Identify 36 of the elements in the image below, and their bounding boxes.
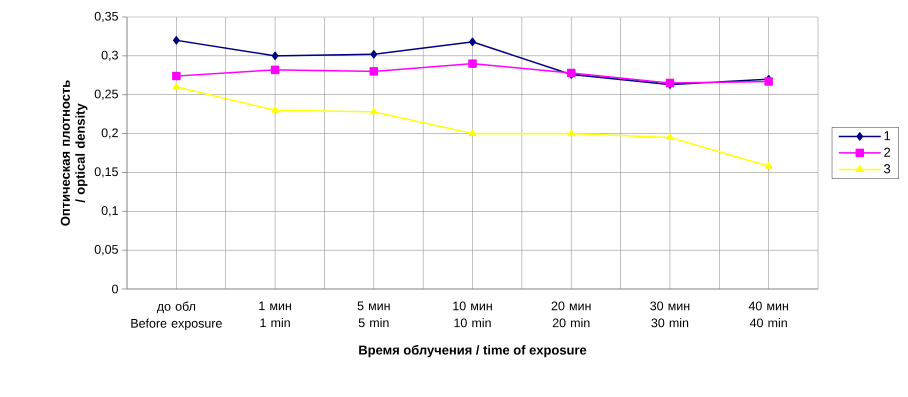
y-tick-label: 0,1	[102, 206, 118, 216]
point	[666, 133, 674, 140]
point	[370, 50, 378, 59]
x-tick-label: 30 мин 30 min	[650, 302, 690, 328]
point	[172, 72, 181, 80]
point	[272, 52, 278, 60]
x-tick-label: 1 мин 1 min	[259, 302, 291, 328]
y-tick-label: 0,25	[94, 90, 118, 100]
y-axis-title: Оптическая плотность / optical density	[60, 80, 88, 226]
x-tick-label: 40 мин 40 min	[748, 302, 788, 328]
x-tick-label: до обл Before exposure	[131, 302, 222, 330]
x-axis-title: Время облучения / time of exposure	[359, 345, 586, 358]
point	[469, 38, 476, 46]
point	[567, 129, 576, 136]
point	[370, 67, 378, 76]
x-tick-label: 20 мин 20 min	[552, 302, 591, 328]
y-tick-label: 0,3	[102, 50, 118, 62]
y-tick-label: 0,05	[94, 245, 118, 256]
point	[172, 36, 180, 45]
point	[270, 66, 280, 74]
y-tick-label: 0,2	[102, 128, 118, 139]
point	[172, 82, 180, 90]
point	[271, 106, 279, 113]
x-tick-label: 10 мин 10 min	[453, 302, 492, 328]
point	[764, 162, 772, 169]
legend-label: 2	[884, 148, 890, 157]
point	[370, 108, 378, 114]
x-tick-label: 5 мин 5 min	[358, 302, 390, 328]
y-tick-label: 0,15	[94, 167, 118, 178]
y-tick-label: 0,35	[94, 12, 118, 22]
legend-label: 1	[884, 131, 890, 140]
y-tick-label: 0	[112, 284, 118, 294]
point	[468, 59, 477, 68]
point	[468, 129, 476, 136]
point	[764, 77, 773, 86]
legend-label: 3	[884, 164, 890, 174]
